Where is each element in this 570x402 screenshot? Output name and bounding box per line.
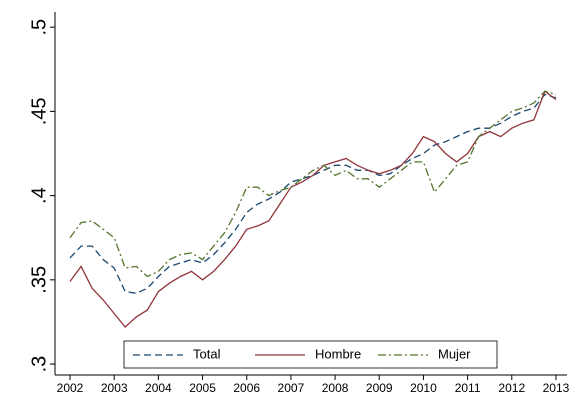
x-tick-label: 2009 xyxy=(366,381,393,395)
series-line xyxy=(69,90,557,328)
x-tick-label: 2006 xyxy=(233,381,260,395)
x-tick-label: 2008 xyxy=(322,381,349,395)
y-tick-label: .3 xyxy=(28,356,50,373)
legend-label: Total xyxy=(193,346,221,361)
legend-box xyxy=(123,340,498,369)
legend-label: Mujer xyxy=(438,346,471,361)
x-tick-label: 2004 xyxy=(145,381,172,395)
x-tick-label: 2012 xyxy=(498,381,525,395)
y-tick-label: .4 xyxy=(28,187,50,204)
legend-label: Hombre xyxy=(315,346,361,361)
series-line xyxy=(69,90,557,278)
x-tick-label: 2003 xyxy=(101,381,128,395)
x-tick-label: 2002 xyxy=(57,381,84,395)
y-tick-label: .35 xyxy=(28,266,50,294)
series-line xyxy=(69,93,557,294)
y-tick-label: .5 xyxy=(28,19,50,36)
x-tick-label: 2011 xyxy=(455,381,481,395)
x-tick-label: 2007 xyxy=(278,381,305,395)
x-tick-label: 2005 xyxy=(189,381,216,395)
y-tick-label: .45 xyxy=(28,97,50,125)
x-tick-label: 2013 xyxy=(543,381,570,395)
x-tick-label: 2010 xyxy=(410,381,437,395)
